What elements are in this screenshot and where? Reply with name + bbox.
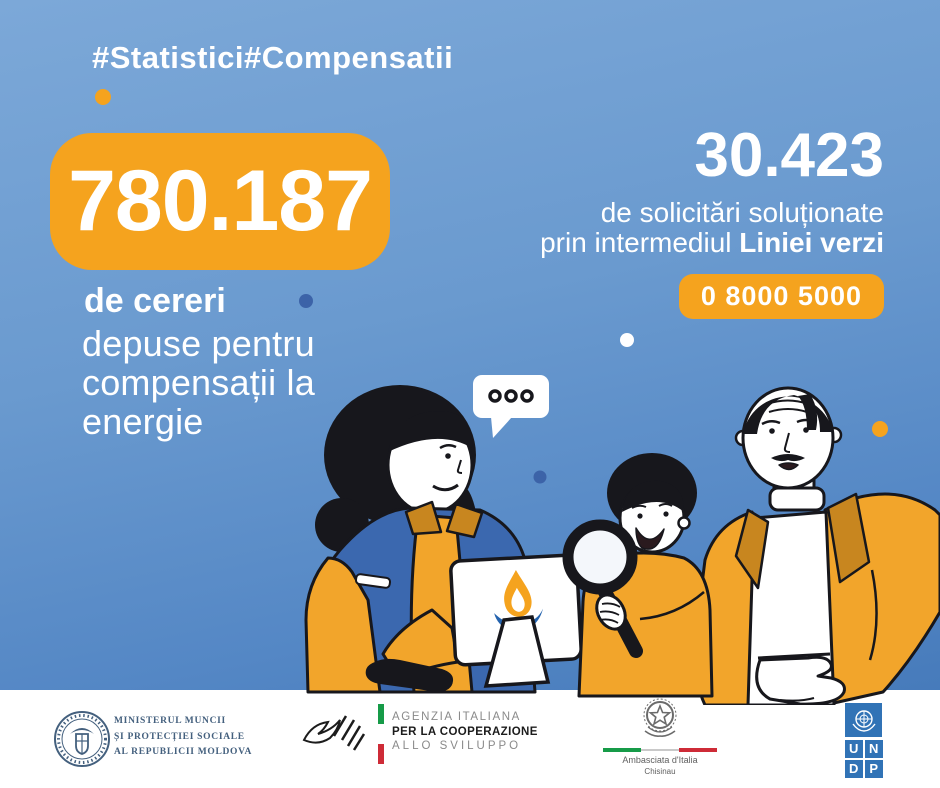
undp-letter-n: N (865, 740, 883, 758)
decor-dot-blue (299, 294, 313, 308)
undp-letter-d: D (845, 760, 863, 778)
family-consultation-illustration (304, 375, 940, 705)
italy-tricolor-divider (595, 748, 725, 752)
dove-icon (302, 715, 366, 751)
agency-line3: ALLO SVILUPPO (392, 740, 522, 752)
decor-dot-white (620, 333, 634, 347)
agency-line2: PER LA COOPERAZIONE (392, 725, 538, 738)
undp-letters: U N D P (845, 740, 885, 778)
ministry-line1: MINISTERUL MUNCII (114, 716, 226, 726)
partner-logos-footer: MINISTERUL MUNCII ȘI PROTECȚIEI SOCIALE … (0, 690, 940, 788)
agency-name: AGENZIA ITALIANA PER LA COOPERAZIONE ALL… (392, 710, 538, 754)
ministry-line2: ȘI PROTECȚIEI SOCIALE (114, 731, 245, 742)
left-stat-label-line2: compensații la (82, 362, 315, 403)
right-stat-value: 30.423 (694, 121, 884, 190)
italian-flag-bar (378, 704, 384, 764)
monitor-with-energy-logo (449, 553, 583, 688)
magnifying-glass-icon (562, 519, 643, 658)
right-stat-line2-bold: Liniei verzi (739, 227, 884, 258)
right-stat-block: 30.423 de solicitări soluționate prin in… (424, 124, 884, 319)
italy-emblem-icon (643, 698, 677, 737)
undp-letter-p: P (865, 760, 883, 778)
decor-dot-orange-small (872, 421, 888, 437)
right-stat-line2-prefix: prin intermediul (540, 227, 740, 258)
right-stat-line1: de solicitări soluționate (600, 197, 884, 228)
left-stat-value-badge: 780.187 (50, 133, 390, 270)
decor-dot-orange (95, 89, 111, 105)
embassy-line2: Chisinau (644, 767, 676, 776)
ministry-name: MINISTERUL MUNCII ȘI PROTECȚIEI SOCIALE … (114, 714, 252, 761)
hashtag-title: #Statistici#Compensatii (92, 40, 454, 75)
ministry-line3: AL REPUBLICII MOLDOVA (114, 747, 253, 757)
un-emblem-icon (845, 703, 882, 737)
undp-letter-u: U (845, 740, 863, 758)
decor-dot-blue-small (533, 470, 547, 484)
left-stat-label-line1: depuse pentru (82, 323, 315, 364)
italian-embassy-logo: Ambasciata d'Italia Chisinau (595, 690, 725, 788)
agency-line1: AGENZIA ITALIANA (392, 711, 521, 723)
moldova-state-seal-icon (54, 711, 110, 767)
embassy-name: Ambasciata d'Italia Chisinau (595, 755, 725, 777)
undp-logo: U N D P (845, 703, 885, 778)
embassy-line1: Ambasciata d'Italia (622, 755, 698, 765)
right-stat-label: de solicitări soluționate prin intermedi… (540, 198, 884, 258)
left-stat-label: depuse pentru compensații la energie (82, 324, 315, 441)
green-line-phone-badge: 0 8000 5000 (678, 274, 884, 319)
left-stat-label-line3: energie (82, 401, 204, 442)
typing-dots-speech-bubble-icon (473, 375, 549, 438)
illustrated-older-man (693, 386, 940, 705)
left-stat-label-bold: de cereri (84, 282, 226, 320)
